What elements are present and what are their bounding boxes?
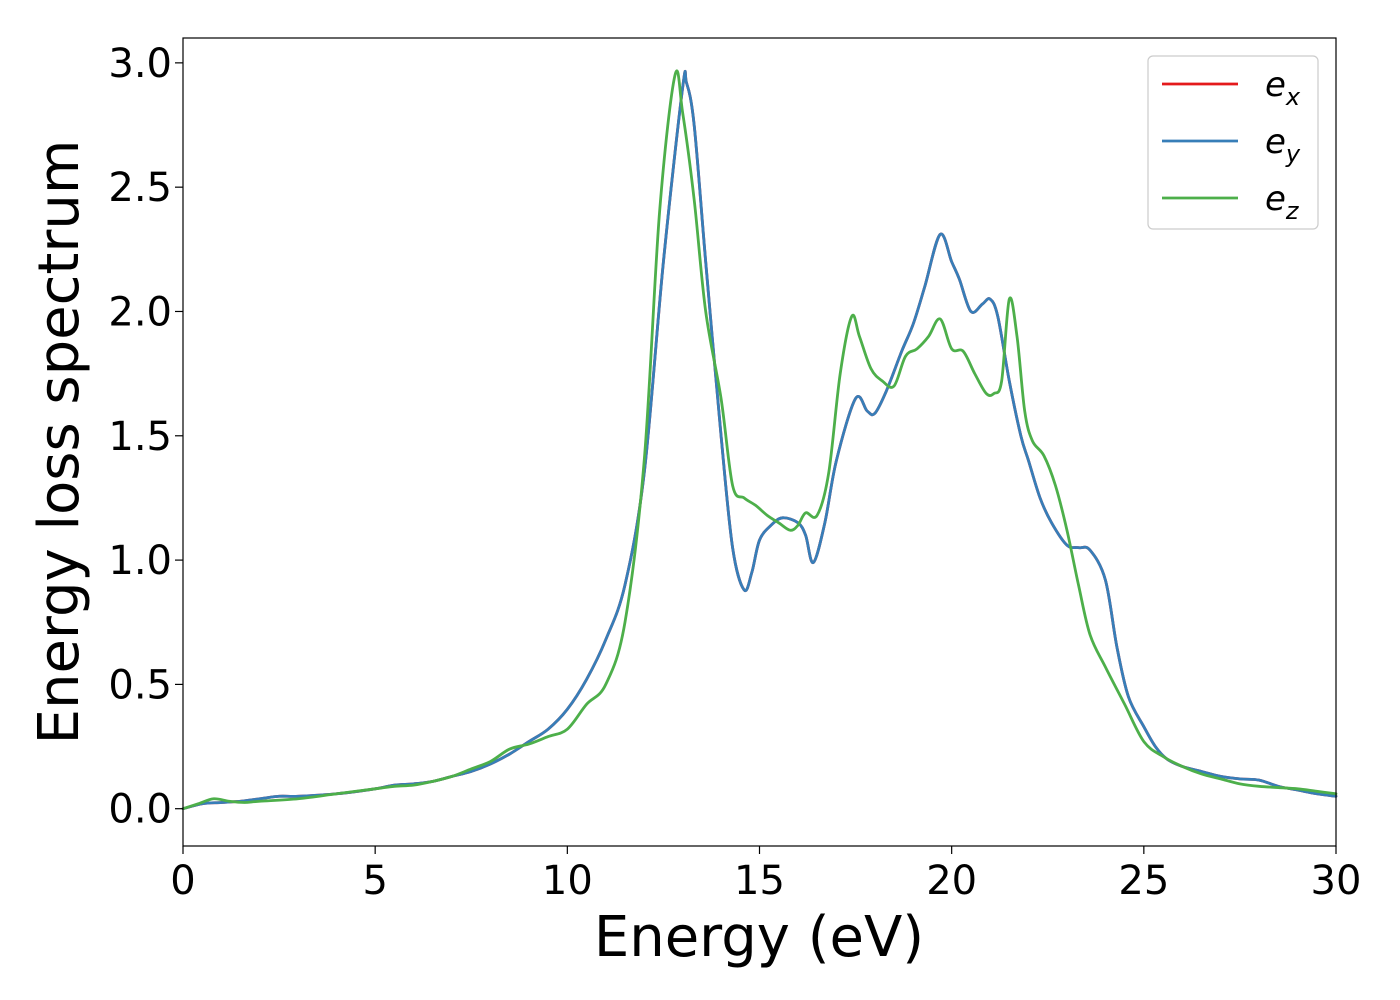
x-tick-label: 20 xyxy=(926,858,977,904)
y-tick-label: 2.5 xyxy=(108,165,172,211)
legend-label-ey: ey xyxy=(1265,122,1301,168)
x-tick-label: 15 xyxy=(734,858,785,904)
series-lines xyxy=(181,69,1338,811)
legend: ex ey ez xyxy=(1147,55,1319,230)
legend-box xyxy=(1147,55,1319,230)
series-line-e-y xyxy=(181,70,1338,811)
x-tick-label: 10 xyxy=(542,858,593,904)
y-tick-label: 1.0 xyxy=(108,538,172,584)
x-tick-label: 30 xyxy=(1311,858,1362,904)
y-tick-label: 0.0 xyxy=(108,787,172,833)
y-tick-label: 1.5 xyxy=(108,414,172,460)
y-tick-label: 3.0 xyxy=(108,41,172,87)
x-tick-label: 25 xyxy=(1118,858,1169,904)
series-line-e-z xyxy=(181,69,1338,811)
x-axis-title: Energy (eV) xyxy=(594,905,924,970)
legend-label-ez: ez xyxy=(1265,179,1300,225)
y-tick-label: 2.0 xyxy=(108,289,172,335)
y-tick-label: 0.5 xyxy=(108,662,172,708)
x-tick-label: 0 xyxy=(170,858,195,904)
x-axis-ticks: 0 5 10 15 20 25 30 xyxy=(170,846,1361,904)
y-axis-title: Energy loss spectrum xyxy=(27,140,92,745)
y-axis-ticks: 0.0 0.5 1.0 1.5 2.0 2.5 3.0 xyxy=(108,41,183,833)
legend-label-ex: ex xyxy=(1265,65,1301,111)
x-tick-label: 5 xyxy=(362,858,387,904)
